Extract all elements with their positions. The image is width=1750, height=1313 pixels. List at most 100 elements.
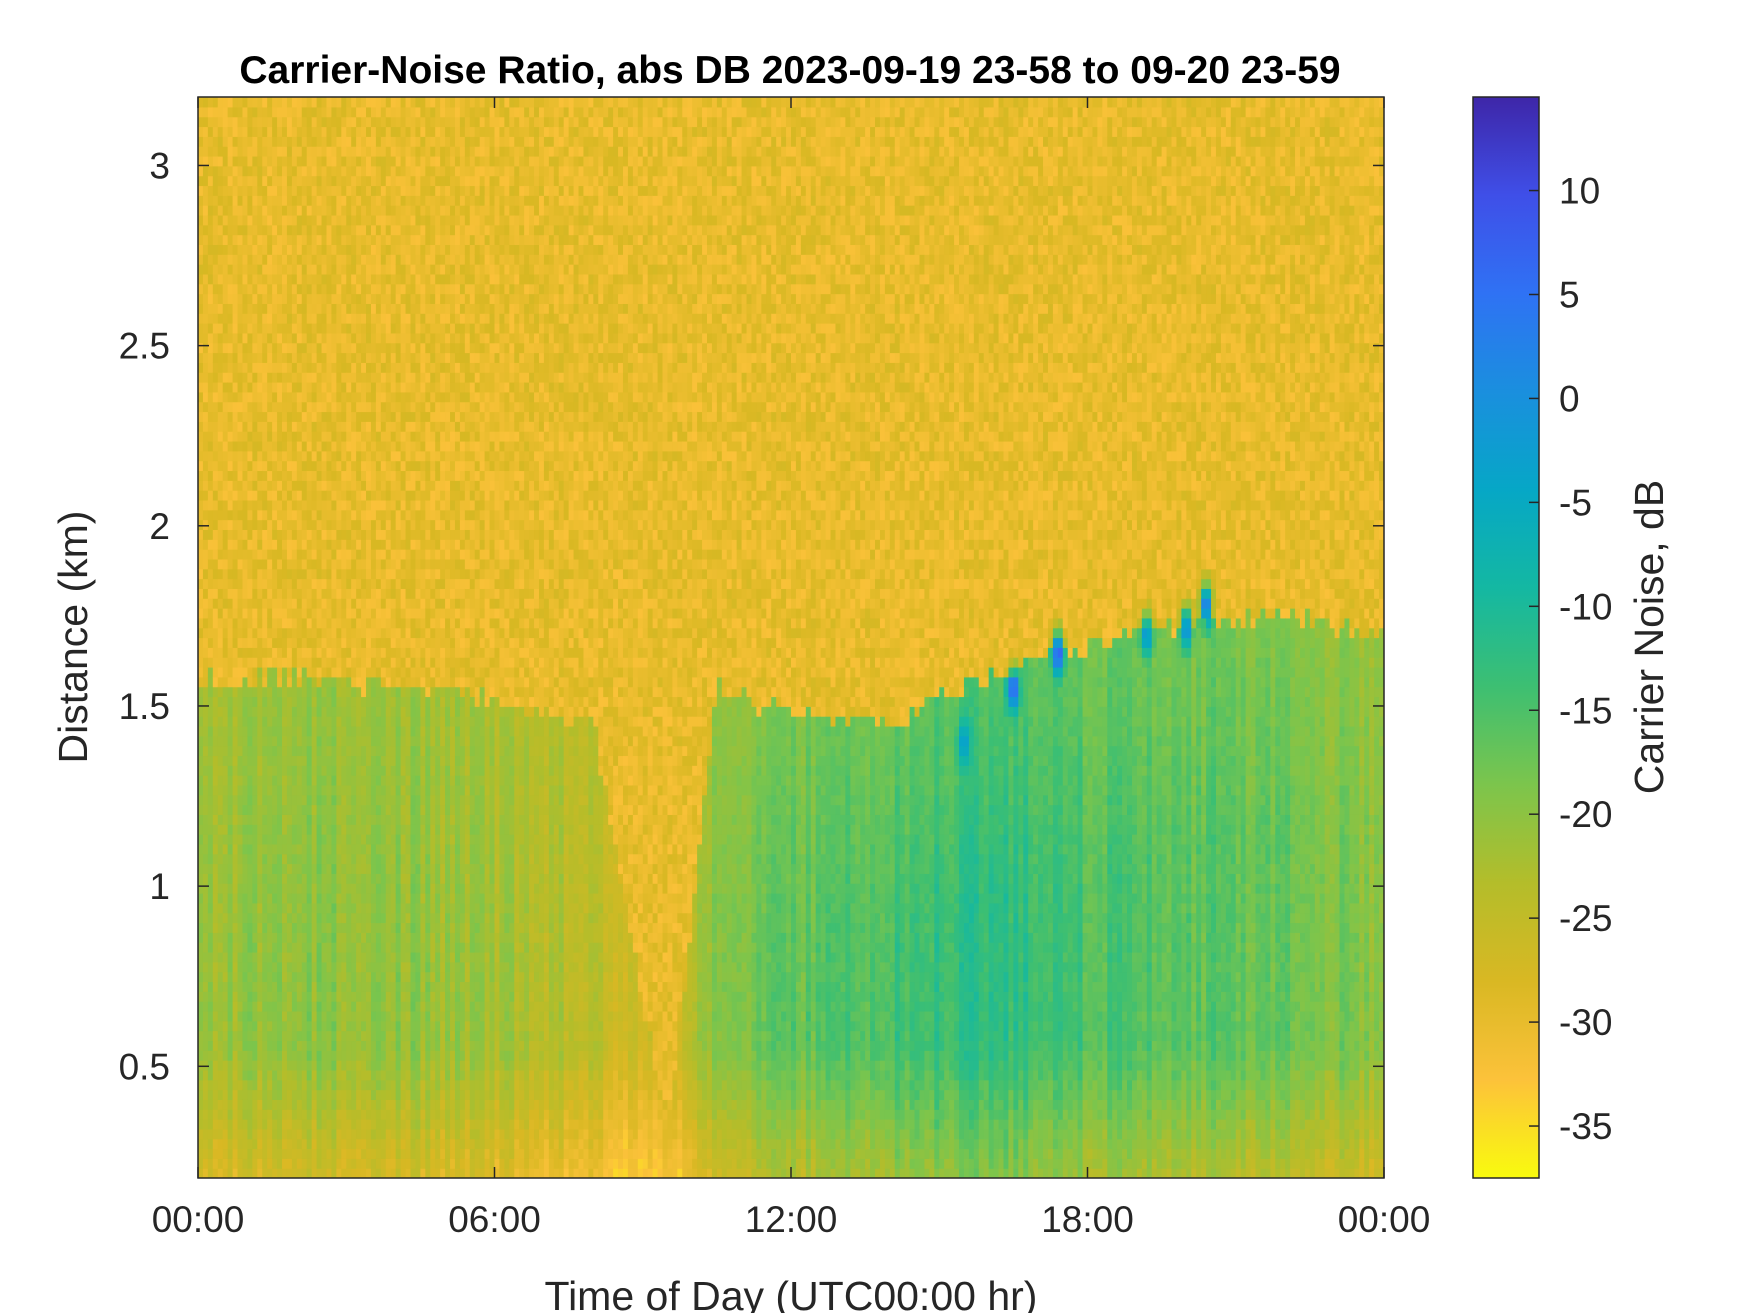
heatmap-cell xyxy=(257,735,263,747)
heatmap-cell xyxy=(257,529,263,540)
heatmap-cell xyxy=(247,480,253,491)
heatmap-cell xyxy=(341,932,347,943)
heatmap-cell xyxy=(380,431,387,442)
heatmap-cell xyxy=(341,1158,347,1169)
heatmap-cell xyxy=(361,480,367,491)
heatmap-cell xyxy=(207,1119,214,1130)
heatmap-cell xyxy=(252,342,258,354)
heatmap-cell xyxy=(217,1050,224,1061)
heatmap-cell xyxy=(375,942,382,953)
heatmap-cell xyxy=(390,696,397,707)
heatmap-cell xyxy=(217,696,224,707)
heatmap-cell xyxy=(346,578,352,589)
heatmap-cell xyxy=(282,342,288,354)
heatmap-cell xyxy=(247,1128,253,1140)
heatmap-cell xyxy=(237,126,244,137)
heatmap-cell xyxy=(405,775,412,786)
heatmap-cell xyxy=(247,116,253,128)
heatmap-cell xyxy=(415,647,421,658)
heatmap-cell xyxy=(202,224,209,236)
heatmap-cell xyxy=(247,529,253,540)
heatmap-cell xyxy=(405,116,412,128)
heatmap-cell xyxy=(341,303,347,314)
heatmap-cell xyxy=(277,716,283,727)
heatmap-cell xyxy=(198,647,204,658)
heatmap-cell xyxy=(232,942,239,953)
heatmap-cell xyxy=(385,539,392,550)
heatmap-cell xyxy=(370,706,377,717)
heatmap-cell xyxy=(247,716,253,727)
heatmap-cell xyxy=(361,352,367,363)
heatmap-cell xyxy=(395,814,402,825)
heatmap-cell xyxy=(361,381,367,393)
heatmap-cell xyxy=(207,1001,214,1012)
heatmap-cell xyxy=(202,480,209,491)
heatmap-cell xyxy=(207,804,214,815)
heatmap-cell xyxy=(311,568,318,580)
heatmap-cell xyxy=(282,214,288,226)
heatmap-cell xyxy=(395,745,402,757)
heatmap-cell xyxy=(286,824,293,835)
heatmap-cell xyxy=(316,185,323,196)
heatmap-cell xyxy=(420,883,426,894)
heatmap-cell xyxy=(306,617,313,629)
heatmap-cell xyxy=(370,224,377,236)
heatmap-cell xyxy=(282,185,288,196)
heatmap-cell xyxy=(212,824,219,835)
heatmap-cell xyxy=(316,608,323,619)
heatmap-cell xyxy=(341,1119,347,1130)
heatmap-cell xyxy=(282,1168,288,1178)
heatmap-cell xyxy=(311,372,318,383)
heatmap-cell xyxy=(232,372,239,383)
heatmap-cell xyxy=(222,97,229,108)
heatmap-cell xyxy=(331,97,337,108)
heatmap-cell xyxy=(237,106,244,118)
heatmap-cell xyxy=(227,323,234,334)
heatmap-cell xyxy=(331,1050,337,1061)
heatmap-cell xyxy=(291,883,298,894)
heatmap-cell xyxy=(277,843,283,855)
heatmap-cell xyxy=(286,381,293,393)
heatmap-cell xyxy=(222,116,229,128)
heatmap-cell xyxy=(272,1148,278,1159)
heatmap-cell xyxy=(272,1069,278,1081)
heatmap-cell xyxy=(356,558,362,570)
heatmap-cell xyxy=(207,440,214,452)
heatmap-cell xyxy=(370,273,377,285)
heatmap-cell xyxy=(351,902,357,914)
heatmap-cell xyxy=(217,126,224,137)
heatmap-cell xyxy=(361,97,367,108)
heatmap-cell xyxy=(227,283,234,295)
heatmap-cell xyxy=(277,686,283,698)
heatmap-cell xyxy=(321,617,328,629)
heatmap-cell xyxy=(410,617,417,629)
heatmap-cell xyxy=(375,568,382,580)
heatmap-cell xyxy=(207,214,214,226)
heatmap-cell xyxy=(390,244,397,255)
heatmap-cell xyxy=(326,971,333,983)
heatmap-cell xyxy=(331,942,337,953)
heatmap-cell xyxy=(282,568,288,580)
heatmap-cell xyxy=(331,676,337,688)
heatmap-cell xyxy=(257,146,263,157)
heatmap-cell xyxy=(227,814,234,825)
heatmap-cell xyxy=(277,657,283,668)
heatmap-cell xyxy=(390,136,397,147)
heatmap-cell xyxy=(282,136,288,147)
heatmap-cell xyxy=(286,1119,293,1130)
heatmap-cell xyxy=(247,205,253,216)
heatmap-cell xyxy=(227,912,234,924)
heatmap-cell xyxy=(331,431,337,442)
heatmap-cell xyxy=(227,971,234,983)
heatmap-cell xyxy=(267,205,273,216)
heatmap-cell xyxy=(262,666,268,678)
heatmap-cell xyxy=(207,175,214,187)
heatmap-cell xyxy=(301,332,308,344)
heatmap-cell xyxy=(291,824,298,835)
heatmap-cell xyxy=(390,863,397,874)
heatmap-cell xyxy=(341,391,347,403)
heatmap-cell xyxy=(395,224,402,236)
heatmap-cell xyxy=(351,185,357,196)
heatmap-cell xyxy=(415,509,421,521)
heatmap-cell xyxy=(331,598,337,609)
